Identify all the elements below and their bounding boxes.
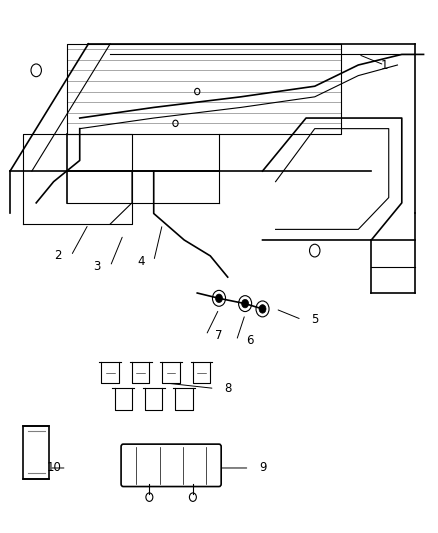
Circle shape [242, 300, 249, 308]
Text: 4: 4 [137, 255, 145, 268]
Text: 10: 10 [46, 462, 61, 474]
Bar [23, 425, 49, 479]
Text: 3: 3 [93, 260, 101, 273]
Text: 9: 9 [259, 462, 266, 474]
Circle shape [259, 305, 266, 313]
Circle shape [215, 294, 223, 303]
Text: 8: 8 [224, 382, 231, 395]
Text: 6: 6 [246, 334, 253, 347]
Text: 2: 2 [54, 249, 62, 262]
Text: 1: 1 [381, 59, 388, 71]
Text: 7: 7 [215, 329, 223, 342]
Text: 5: 5 [311, 313, 318, 326]
